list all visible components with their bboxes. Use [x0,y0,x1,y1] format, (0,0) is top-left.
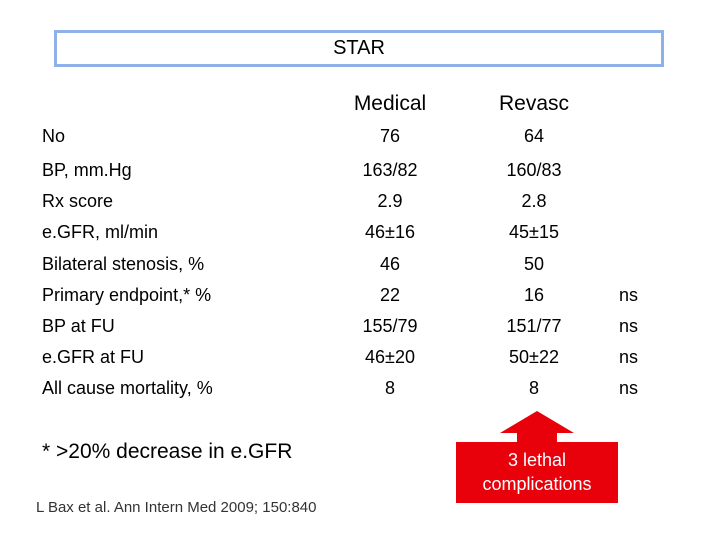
slide-title: STAR [333,37,385,59]
medical-value: 76 [379,126,401,146]
callout-line-2: complications [482,474,592,494]
significance-label: ns [619,378,639,398]
row-label: BP at FU [42,316,115,336]
revasc-value: 2.8 [521,191,547,211]
medical-value: 155/79 [362,316,418,336]
medical-value: 22 [379,285,401,305]
revasc-value: 8 [528,378,540,398]
medical-value: 8 [384,378,396,398]
revasc-value: 50 [523,254,545,274]
significance-label: ns [619,285,639,305]
row-label: Rx score [42,191,114,211]
significance-label: ns [619,347,639,367]
footnote: * >20% decrease in e.GFR [42,440,293,463]
row-label: All cause mortality, % [42,378,213,398]
row-label: Bilateral stenosis, % [42,254,205,274]
citation: L Bax et al. Ann Intern Med 2009; 150:84… [36,499,317,516]
title-box: STAR [54,30,664,67]
medical-value: 163/82 [362,160,418,180]
row-label: Primary endpoint,* % [42,285,212,305]
revasc-value: 45±15 [509,222,559,242]
column-header-revasc: Revasc [498,92,570,115]
revasc-value: 16 [523,285,545,305]
revasc-value: 64 [523,126,545,146]
medical-value: 46±16 [365,222,415,242]
callout-line-1: 3 lethal [507,450,567,470]
revasc-value: 160/83 [506,160,562,180]
callout-label: 3 lethal complications [456,442,618,502]
row-label: No [42,126,66,146]
medical-value: 46 [379,254,401,274]
revasc-value: 151/77 [506,316,562,336]
callout-arrow [456,411,618,503]
revasc-value: 50±22 [509,347,559,367]
medical-value: 46±20 [365,347,415,367]
column-header-medical: Medical [353,92,427,115]
row-label: BP, mm.Hg [42,160,132,180]
row-label: e.GFR, ml/min [42,222,159,242]
significance-label: ns [619,316,639,336]
row-label: e.GFR at FU [42,347,145,367]
medical-value: 2.9 [377,191,403,211]
